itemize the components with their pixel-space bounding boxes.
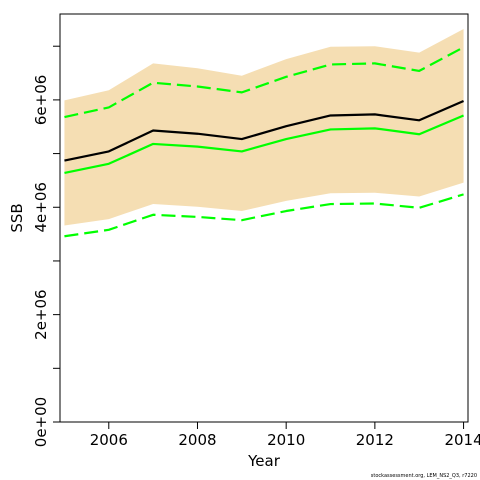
- x-tick-label: 2014: [444, 431, 480, 449]
- x-axis: 2006 2008 2010 2012 2014: [90, 422, 480, 449]
- y-tick-label: 0e+00: [32, 397, 50, 447]
- series-line-1: [64, 99, 465, 162]
- series-line-4: [64, 193, 464, 238]
- x-axis-label: Year: [247, 452, 281, 470]
- series-line-3: [64, 46, 465, 119]
- x-tick-label: 2010: [267, 431, 305, 449]
- x-tick-label: 2008: [178, 431, 216, 449]
- plot-frame: [59, 13, 469, 423]
- series-line-2: [64, 114, 464, 174]
- y-axis-label: SSB: [8, 203, 26, 232]
- series-layer: [64, 46, 465, 238]
- confidence-band: [64, 29, 464, 226]
- y-tick-label: 4e+06: [32, 182, 50, 232]
- x-tick-label: 2006: [90, 431, 128, 449]
- source-credit: stockassessment.org, LEM_NS2_Q3, r7220: [371, 473, 477, 479]
- y-tick-label: 2e+06: [32, 289, 50, 339]
- x-tick-label: 2012: [356, 431, 394, 449]
- y-axis: 0e+00 2e+06 4e+06 6e+06: [32, 45, 60, 447]
- confidence-band-layer: [64, 29, 464, 226]
- y-tick-label: 6e+06: [32, 75, 50, 125]
